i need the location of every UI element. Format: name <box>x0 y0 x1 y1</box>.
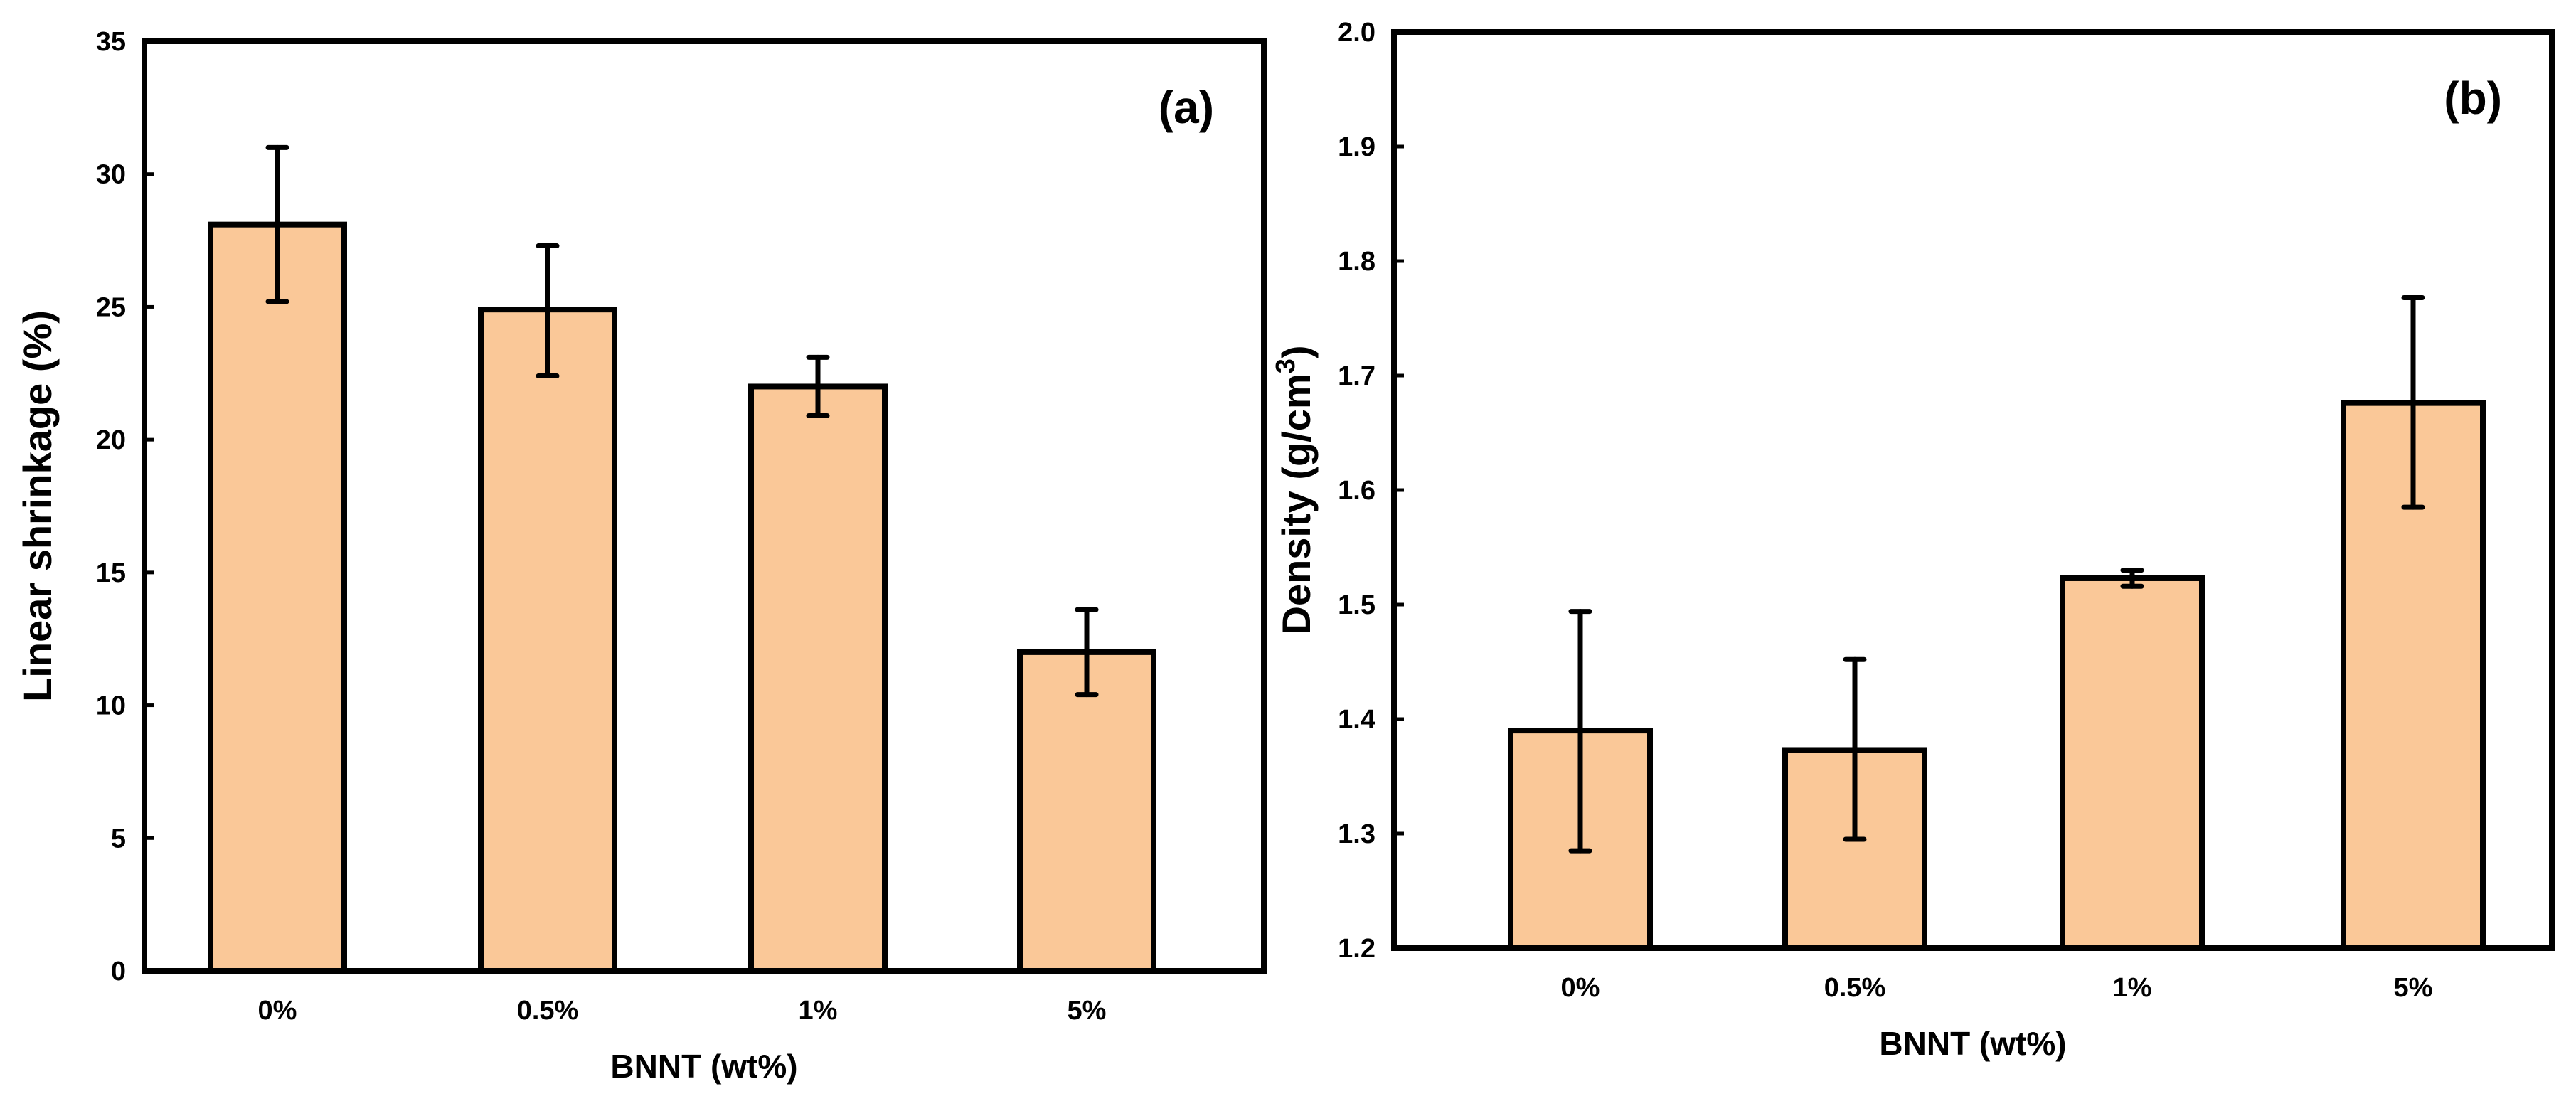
x-tick-label: 0.5% <box>517 996 579 1026</box>
y-axis-label: Linear shrinkage (%) <box>15 310 60 702</box>
x-tick-label: 5% <box>1068 996 1107 1026</box>
error-bar-0.5% <box>1843 656 1867 842</box>
y-tick-label: 0 <box>111 957 126 987</box>
y-tick-label: 1.3 <box>1338 819 1375 849</box>
y-axis-label-superscript: 3 <box>1271 358 1301 373</box>
error-bar-0% <box>265 144 289 304</box>
x-axis-label: BNNT (wt%) <box>610 1048 797 1085</box>
y-axis-label: Density (g/cm3) <box>1271 346 1319 635</box>
bar-5% <box>1017 649 1156 974</box>
y-tick-label: 1.8 <box>1338 247 1375 277</box>
panel-label: (a) <box>1159 82 1214 133</box>
x-tick-label: 5% <box>2394 973 2433 1003</box>
error-bar-0% <box>1568 609 1592 854</box>
bar-1% <box>748 383 888 974</box>
y-tick-label: 1.5 <box>1338 590 1375 620</box>
error-bar-1% <box>2120 568 2144 589</box>
y-tick-label: 5 <box>111 824 126 854</box>
bar-0.5% <box>478 307 617 974</box>
y-tick-label: 35 <box>96 27 126 57</box>
error-bar-5% <box>1075 607 1099 698</box>
y-tick-label: 15 <box>96 558 126 588</box>
plot-frame <box>142 38 1267 974</box>
y-tick-label: 1.7 <box>1338 361 1375 391</box>
y-tick-label: 20 <box>96 425 126 455</box>
y-tick-label: 10 <box>96 691 126 721</box>
y-tick-label: 1.4 <box>1338 705 1375 735</box>
x-tick-label: 1% <box>799 996 838 1026</box>
bar-1% <box>2060 575 2205 951</box>
x-tick-label: 0% <box>1561 973 1600 1003</box>
y-axis-label-close: ) <box>1274 346 1319 359</box>
error-bar-0.5% <box>536 243 560 379</box>
y-tick-label: 1.9 <box>1338 132 1375 162</box>
y-axis-label-main: Density (g/cm <box>1274 373 1319 634</box>
y-tick-label: 1.2 <box>1338 934 1375 964</box>
y-tick-label: 25 <box>96 292 126 322</box>
panel-b: 1.2 1.3 1.4 1.5 1.6 1.7 1.8 1.9 2.0 0% 0.5% 1% 5% BNN… <box>1271 18 2555 1062</box>
y-tick-label: 2.0 <box>1338 18 1375 48</box>
x-axis-label: BNNT (wt%) <box>1879 1025 2066 1062</box>
y-tick-label: 1.6 <box>1338 476 1375 506</box>
panel-a: 0 5 10 15 20 25 30 35 0% 0.5% 1% 5% BNNT (wt%) Linear… <box>15 27 1267 1085</box>
x-tick-label: 0% <box>258 996 297 1026</box>
y-tick-label: 30 <box>96 160 126 190</box>
bar-0% <box>208 221 347 974</box>
error-bar-1% <box>806 354 830 419</box>
error-bar-5% <box>2401 295 2425 510</box>
x-tick-label: 0.5% <box>1824 973 1886 1003</box>
panel-label: (b) <box>2444 73 2502 124</box>
x-tick-label: 1% <box>2113 973 2152 1003</box>
